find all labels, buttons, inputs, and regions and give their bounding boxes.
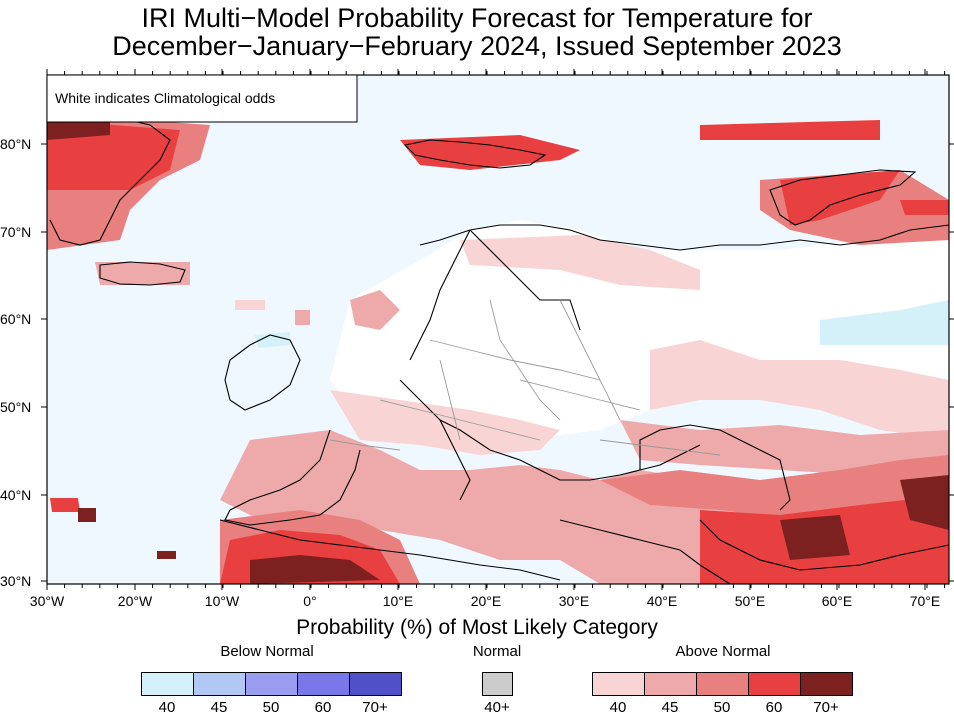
longitude-label: 0° <box>303 593 316 609</box>
legend-swatch <box>592 672 645 696</box>
longitude-label: 70°E <box>910 593 941 609</box>
legend-swatch <box>141 672 194 696</box>
legend-axis-title: Probability (%) of Most Likely Category <box>296 616 658 639</box>
legend-swatch <box>644 672 697 696</box>
title-line-1: IRI Multi−Model Probability Forecast for… <box>141 3 813 33</box>
longitude-label: 20°E <box>471 593 502 609</box>
longitude-label: 40°E <box>647 593 678 609</box>
legend-swatch <box>800 672 853 696</box>
longitude-label: 10°E <box>383 593 414 609</box>
legend-tick-label: 40 <box>158 699 176 716</box>
legend-tick-label: 70+ <box>362 699 388 716</box>
latitude-axis: 80°N 70°N 60°N 50°N 40°N 30°N <box>0 136 954 589</box>
latitude-label: 50°N <box>0 399 31 415</box>
latitude-label: 60°N <box>0 311 31 327</box>
legend-tick-label: 70+ <box>813 699 839 716</box>
legend-tick-label: 40+ <box>484 699 510 716</box>
longitude-label: 60°E <box>822 593 853 609</box>
latitude-label: 40°N <box>0 487 31 503</box>
coastlines <box>49 114 950 585</box>
note-text: White indicates Climatological odds <box>55 90 275 106</box>
legend-swatch <box>193 672 246 696</box>
legend-tick-label: 50 <box>713 699 731 716</box>
longitude-label: 20°W <box>118 593 153 609</box>
legend-tick-label: 60 <box>314 699 332 716</box>
legend-tick-label: 40 <box>609 699 627 716</box>
longitude-label: 30°E <box>559 593 590 609</box>
latitude-label: 70°N <box>0 224 31 240</box>
legend-swatch <box>297 672 350 696</box>
legend-swatch <box>245 672 298 696</box>
legend-above-normal-label: Above Normal <box>675 643 771 660</box>
legend-tick-label: 45 <box>210 699 228 716</box>
legend-tick-label: 45 <box>661 699 679 716</box>
legend-swatch <box>696 672 749 696</box>
longitude-label: 30°W <box>30 593 65 609</box>
legend-tick-label: 50 <box>262 699 280 716</box>
longitude-label: 50°E <box>735 593 766 609</box>
note-box <box>46 74 358 123</box>
legend-normal-label: Normal <box>472 643 522 660</box>
legend-swatch <box>482 672 513 696</box>
legend-swatch <box>349 672 402 696</box>
latitude-label: 30°N <box>0 573 31 589</box>
latitude-label: 80°N <box>0 136 31 152</box>
title-line-2: December−January−February 2024, Issued S… <box>112 31 842 61</box>
map-frame <box>46 74 950 585</box>
country-borders <box>329 299 721 456</box>
longitude-axis: 30°W 20°W 10°W 0° 10°E 20°E 30°E 40°E 50°E 60°E 70… <box>30 69 946 609</box>
longitude-label: 10°W <box>205 593 240 609</box>
legend-swatch <box>748 672 801 696</box>
legend-tick-label: 60 <box>765 699 783 716</box>
legend-below-normal-label: Below Normal <box>220 643 314 660</box>
